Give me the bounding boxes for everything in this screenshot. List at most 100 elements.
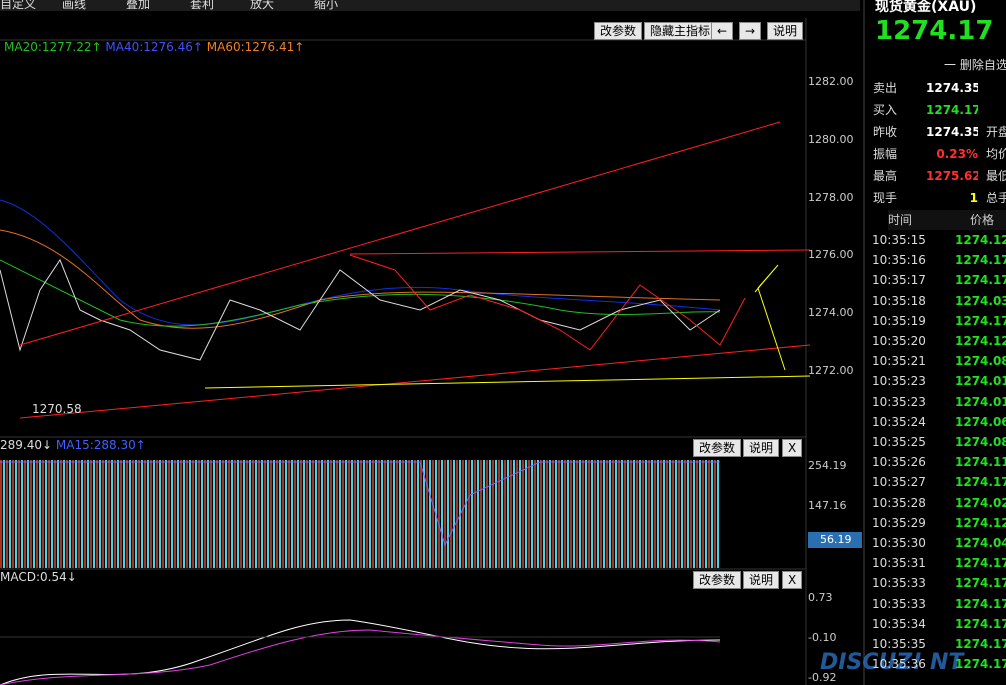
- quote-label: 卖出: [873, 81, 898, 95]
- tick-price: 1274.17: [955, 637, 1006, 651]
- direction: ↓: [1002, 23, 1006, 44]
- watermark: DISCUZ! NT: [820, 650, 964, 675]
- quote-extra: 开盘: [986, 125, 1006, 139]
- pane-button[interactable]: 说明: [743, 571, 780, 589]
- pane-button[interactable]: X: [782, 571, 803, 589]
- tick-price: 1274.17: [955, 253, 1006, 268]
- axis-label: 1276.00: [808, 248, 854, 261]
- quote-extra: 最低: [986, 169, 1006, 183]
- tick-price: 1274.17: [955, 657, 1006, 672]
- tick-time: 10:35:26: [872, 455, 926, 470]
- pane-button[interactable]: 说明: [767, 22, 804, 40]
- trend-lines: [19, 121, 811, 419]
- quote-extra: 总手: [986, 191, 1006, 205]
- ma-label: MA40:1276.46↑: [105, 40, 203, 54]
- axis-label: -0.10: [808, 631, 837, 644]
- toolbar-button[interactable]: 自定义: [0, 0, 37, 11]
- pane-button[interactable]: 改参数: [594, 22, 643, 40]
- ma-legend: MA20:1277.22↑ MA40:1276.46↑ MA60:1276.41…: [4, 40, 304, 54]
- tick-price: 1274.01: [955, 374, 1006, 389]
- price-lines: [0, 199, 721, 361]
- low-label: 1270.58: [32, 402, 82, 416]
- quote-value: 1274.35: [926, 125, 978, 139]
- quote-value: 1274.35: [926, 81, 978, 95]
- tick-price: 1274.08: [955, 435, 1006, 449]
- tick-price: 1274.17: [955, 273, 1006, 288]
- tick-time: 10:35:34: [872, 616, 926, 631]
- pane-button[interactable]: →: [739, 22, 762, 40]
- tick-time: 10:35:23: [872, 394, 926, 409]
- tick-price: 1274.04: [955, 536, 1006, 550]
- tick-time: 10:35:16: [872, 253, 926, 268]
- tick-time: 10:35:25: [872, 435, 926, 449]
- quote-value: 1: [969, 191, 978, 205]
- tick-header: 价格: [970, 213, 995, 227]
- pane-button[interactable]: 隐藏主指标: [644, 22, 717, 40]
- quote-label: 振幅: [873, 147, 898, 161]
- axis-label: 1272.00: [808, 364, 854, 377]
- tick-time: 10:35:36: [872, 657, 926, 672]
- tick-time: 10:35:27: [872, 475, 926, 490]
- pane-button[interactable]: 改参数: [693, 439, 742, 457]
- tick-price: 1274.12: [955, 233, 1006, 247]
- volume-bars: [0, 460, 720, 568]
- pane-button[interactable]: X: [782, 439, 803, 457]
- axis-label: -0.92: [808, 671, 837, 684]
- tick-time: 10:35:15: [872, 233, 926, 247]
- pane-button[interactable]: 说明: [743, 439, 780, 457]
- tick-time: 10:35:23: [872, 374, 926, 389]
- quote-value: 1275.62: [926, 169, 978, 183]
- toolbar-button[interactable]: 画线: [62, 0, 87, 11]
- quote-value: 0.23%: [936, 147, 978, 161]
- last-price: 1274.17 ↓: [875, 16, 1006, 46]
- price: 1274.17: [875, 16, 994, 46]
- quote-label: 现手: [873, 191, 898, 205]
- macd-label: MACD:0.54↓: [0, 570, 77, 584]
- tick-price: 1274.12: [955, 334, 1006, 348]
- tick-price: 1274.17: [955, 576, 1006, 591]
- toolbar-button[interactable]: 叠加: [126, 0, 151, 11]
- tick-time: 10:35:20: [872, 334, 926, 348]
- tick-time: 10:35:31: [872, 556, 926, 571]
- tick-price: 1274.17: [955, 596, 1006, 611]
- toolbar-button[interactable]: 放大: [250, 0, 275, 11]
- tick-time: 10:35:29: [872, 515, 926, 530]
- axis-label: 1274.00: [808, 306, 854, 319]
- tick-price: 1274.17: [955, 556, 1006, 571]
- remove-watch[interactable]: 一 删除自选: [944, 58, 1006, 72]
- quote-value: 1274.17: [926, 103, 978, 117]
- tick-price: 1274.06: [955, 414, 1006, 429]
- axis-label: 0.73: [808, 591, 833, 604]
- frame: [0, 0, 865, 685]
- tick-price: 1274.17: [955, 475, 1006, 490]
- ma-label: MA20:1277.22↑: [4, 40, 102, 54]
- toolbar-button[interactable]: 缩小: [314, 0, 339, 11]
- tick-time: 10:35:21: [872, 354, 926, 369]
- tick-price: 1274.17: [955, 616, 1006, 631]
- tick-header: 时间: [888, 210, 1006, 230]
- quote-extra: 均价: [986, 147, 1006, 161]
- vol-label: MA15:288.30↑: [55, 438, 146, 452]
- tick-time: 10:35:33: [872, 596, 926, 611]
- axis-label: 56.19: [820, 533, 852, 546]
- tick-time: 10:35:28: [872, 495, 926, 510]
- tick-time: 10:35:18: [872, 293, 926, 308]
- tick-time: 10:35:33: [872, 576, 926, 591]
- current-volume-box: [808, 532, 862, 548]
- toolbar-button[interactable]: 套利: [190, 0, 215, 11]
- volume-ma: [0, 461, 720, 547]
- pane-button[interactable]: 改参数: [693, 571, 742, 589]
- vol-label: 289.40↓: [0, 438, 53, 452]
- tick-price: 1274.03: [955, 293, 1006, 308]
- tick-price: 1274.08: [955, 354, 1006, 369]
- tick-time: 10:35:17: [872, 273, 926, 288]
- yellow-lines: [204, 264, 811, 389]
- pane-button[interactable]: ←: [711, 22, 734, 40]
- tick-time: 10:35:30: [872, 536, 926, 550]
- macd-lines: [0, 619, 721, 685]
- quote-label: 买入: [873, 103, 898, 117]
- ma-label: MA60:1276.41↑: [206, 40, 305, 54]
- tick-time: 10:35:24: [872, 414, 926, 429]
